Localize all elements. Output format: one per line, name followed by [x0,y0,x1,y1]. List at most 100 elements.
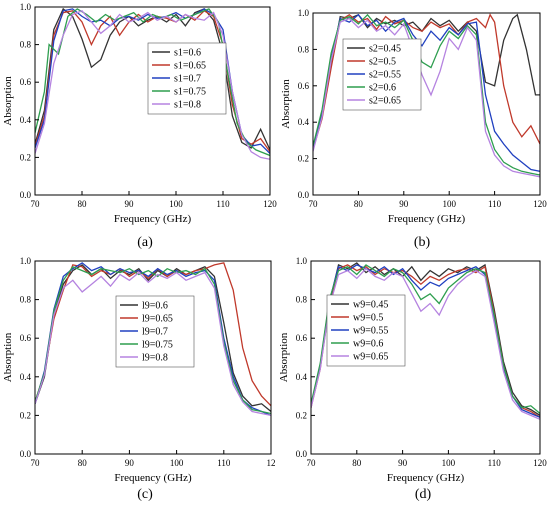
chart-panel-3: 70 80 90 100 110 12 0.0 0.2 0.4 0.6 0.8 1.0 Frequenc… [2,256,276,502]
y-tick-label: 0.2 [20,410,31,420]
x-tick-label: 110 [217,458,231,468]
chart-panel-4: 70 80 90 100 110 120 0.0 0.2 0.4 0.6 0.8 1.0 Frequen… [278,256,547,502]
chart-panel-2: 70 80 90 100 110 120 0.0 0.2 0.4 0.6 0.8 1.0 Frequen… [280,8,547,250]
series-line-5 [35,271,271,417]
y-tick-label: 1.0 [20,256,32,266]
legend-label: l9=0.8 [142,353,168,364]
y-axis-label: Absorption [2,332,14,382]
x-tick-label: 70 [309,199,319,209]
y-tick-label: 0.0 [20,190,32,200]
series-line-4 [311,264,540,414]
y-tick-label: 0.6 [298,81,310,91]
y-tick-label: 0.6 [20,77,32,87]
y-tick-label: 1.0 [296,256,308,266]
legend-label: w9=0.45 [353,300,388,311]
y-tick-label: 0.4 [298,117,310,127]
legend-label: s1=0.65 [174,61,206,72]
plot-frame [34,260,272,455]
legend-label: s1=0.6 [174,48,201,59]
x-tick-label: 90 [399,199,409,209]
legend-label: s1=0.75 [174,87,206,98]
y-tick-label: 0.8 [296,295,308,305]
series-line-5 [311,267,540,420]
x-tick-label: 80 [78,458,88,468]
y-tick-label: 0.4 [20,115,32,125]
y-axis-label: Absorption [2,76,14,126]
series-line-4 [35,266,271,415]
y-tick-label: 1.0 [20,2,32,12]
x-tick-label: 100 [442,458,456,468]
x-tick-label: 120 [263,199,277,209]
panel-label: (c) [137,487,153,502]
x-tick-label: 110 [488,199,502,209]
y-tick-label: 0.2 [20,152,31,162]
x-axis-label: Frequency (GHz) [387,472,465,484]
x-tick-label: 80 [354,199,364,209]
x-axis-label: Frequency (GHz) [388,213,466,225]
legend-label: l9=0.65 [142,314,173,325]
y-tick-label: 0.0 [298,190,310,200]
legend-label: s2=0.55 [369,70,401,81]
x-tick-label: 110 [216,199,230,209]
x-tick-label: 70 [307,458,317,468]
series-line-1 [35,264,271,413]
y-tick-label: 0.8 [20,40,32,50]
x-tick-label: 100 [170,458,184,468]
legend-label: l9=0.6 [142,301,168,312]
legend-label: w9=0.55 [353,326,388,337]
x-tick-label: 100 [442,199,456,209]
x-tick-label: 12 [267,458,276,468]
y-tick-label: 0.0 [296,449,308,459]
x-tick-label: 90 [125,199,135,209]
y-tick-label: 0.4 [296,372,308,382]
legend-label: s1=0.8 [174,100,201,111]
x-tick-label: 90 [398,458,408,468]
plot-frame [312,12,541,196]
legend-label: w9=0.6 [353,339,383,350]
legend-label: s2=0.5 [369,57,396,68]
x-tick-label: 90 [125,458,135,468]
series-line-2 [313,13,540,150]
y-axis-label: Absorption [280,79,292,129]
y-tick-label: 0.8 [20,295,32,305]
x-tick-label: 100 [169,199,183,209]
panel-label: (d) [415,487,432,502]
y-tick-label: 0.0 [20,449,32,459]
legend-label: w9=0.65 [353,352,388,363]
y-tick-label: 0.6 [20,333,32,343]
x-tick-label: 70 [31,199,41,209]
y-tick-label: 1.0 [298,8,310,18]
legend-label: w9=0.5 [353,313,383,324]
x-tick-label: 120 [533,458,547,468]
y-tick-label: 0.8 [298,44,310,54]
y-tick-label: 0.2 [298,154,309,164]
legend-label: s2=0.45 [369,44,401,55]
series-line-5 [35,10,270,160]
series-line-5 [313,17,540,178]
y-tick-label: 0.4 [20,372,32,382]
y-axis-label: Absorption [278,332,290,382]
y-tick-label: 0.2 [296,410,307,420]
legend-label: s2=0.65 [369,96,401,107]
plot-frame [310,260,541,455]
x-tick-label: 110 [488,458,502,468]
series-line-1 [35,7,270,151]
panel-label: (a) [137,235,153,250]
panel-label: (b) [414,235,431,250]
legend-label: s2=0.6 [369,83,396,94]
series-line-2 [35,9,270,153]
chart-panel-1: 70 80 90 100 110 120 0.0 0.2 0.4 0.6 0.8 1.0 Frequen… [2,2,277,250]
x-tick-label: 120 [533,199,547,209]
plot-frame [34,6,271,196]
x-axis-label: Frequency (GHz) [114,213,192,225]
legend-label: l9=0.75 [142,340,173,351]
x-tick-label: 80 [78,199,88,209]
legend-label: l9=0.7 [142,327,168,338]
legend-label: s1=0.7 [174,74,201,85]
x-axis-label: Frequency (GHz) [114,472,192,484]
x-tick-label: 70 [31,458,41,468]
x-tick-label: 80 [352,458,362,468]
series-line-4 [313,13,540,176]
y-tick-label: 0.6 [296,333,308,343]
